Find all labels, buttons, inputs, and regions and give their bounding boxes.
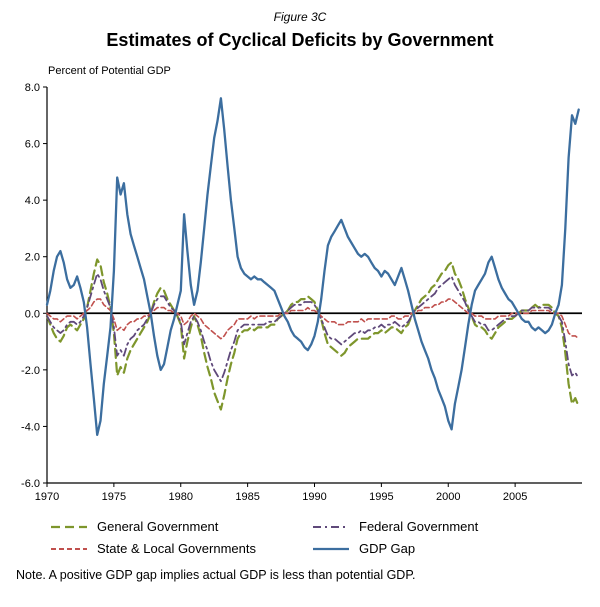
figure-note: Note. A positive GDP gap implies actual …: [16, 568, 416, 582]
x-tick-label: 2005: [503, 491, 527, 503]
x-tick-label: 1975: [102, 491, 126, 503]
general-government-line: [45, 258, 580, 411]
legend-label-general-government: General Government: [97, 519, 219, 534]
y-tick-label: 8.0: [25, 82, 40, 94]
federal-government-line-sample: [313, 525, 349, 528]
general-government-line-sample: [51, 525, 87, 528]
x-tick-label: 1990: [302, 491, 326, 503]
y-tick-label: -4.0: [21, 421, 40, 433]
y-tick-label: -2.0: [21, 365, 40, 377]
legend-item-federal-government: Federal Government: [312, 519, 550, 534]
legend-label-state-local-governments: State & Local Governments: [97, 541, 256, 556]
state-local-governments-line: [46, 298, 580, 340]
figure-label: Figure 3C: [273, 10, 327, 24]
page-title: Estimates of Cyclical Deficits by Govern…: [106, 30, 494, 50]
legend-label-gdp-gap: GDP Gap: [359, 541, 416, 556]
legend-item-general-government: General Government: [50, 519, 312, 534]
state-local-governments-line-sample: [51, 547, 87, 550]
x-tick-label: 1985: [235, 491, 259, 503]
y-tick-label: 0.0: [25, 308, 40, 320]
y-tick-label: 4.0: [25, 195, 40, 207]
y-tick-label: 2.0: [25, 252, 40, 264]
y-tick-label: 6.0: [25, 139, 40, 151]
gdp-gap-line-sample: [313, 547, 349, 550]
gdp-gap-line: [45, 97, 580, 437]
y-axis-unit-label: Percent of Potential GDP: [48, 65, 171, 77]
federal-government-line: [46, 272, 580, 383]
y-tick-label: -6.0: [21, 478, 40, 490]
x-tick-label: 1980: [169, 491, 193, 503]
legend-item-state-local-governments: State & Local Governments: [50, 541, 312, 556]
legend: General Government Federal Government St…: [0, 519, 600, 556]
legend-item-gdp-gap: GDP Gap: [312, 541, 550, 556]
x-tick-label: 1970: [35, 491, 59, 503]
x-tick-label: 1995: [369, 491, 393, 503]
legend-label-federal-government: Federal Government: [359, 519, 479, 534]
x-tick-label: 2000: [436, 491, 460, 503]
